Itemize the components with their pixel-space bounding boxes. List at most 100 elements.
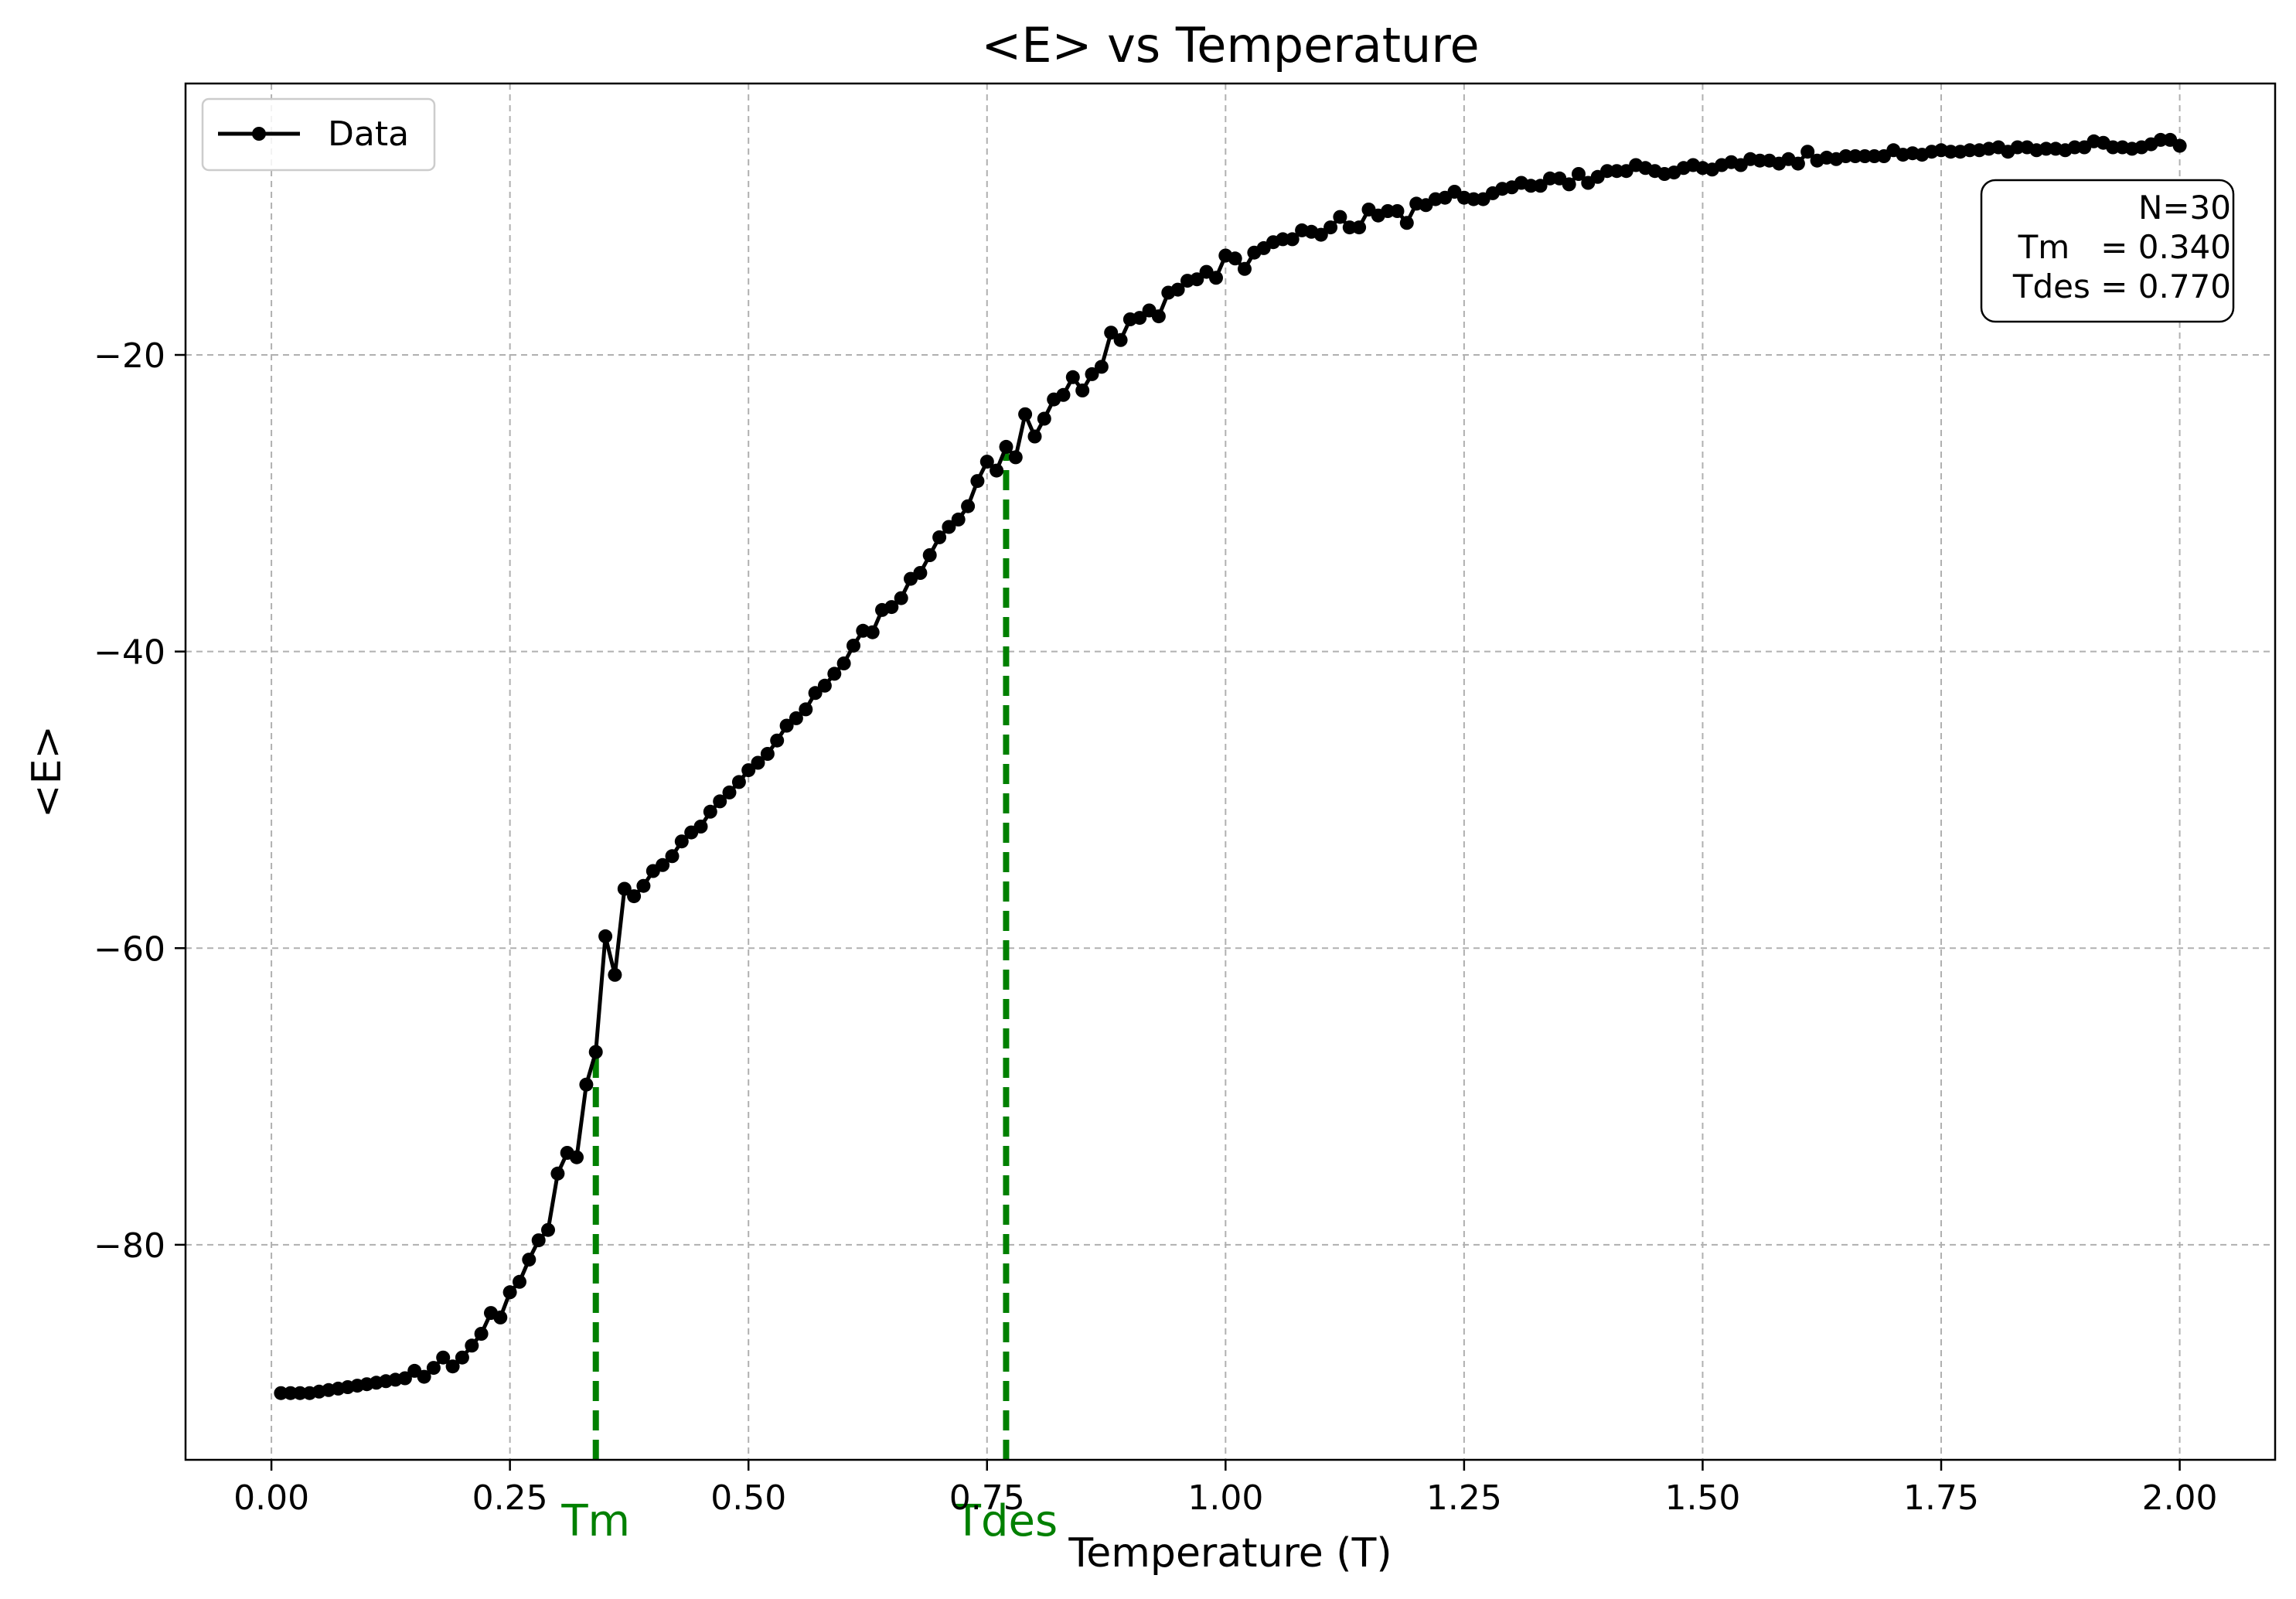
data-point [274,1386,288,1400]
data-point [1065,370,1080,384]
data-point [1190,272,1204,287]
data-point [799,702,813,717]
data-point [1276,232,1290,247]
data-point [1352,220,1367,235]
data-point [979,455,994,469]
data-point [951,512,966,527]
data-point [1342,220,1357,235]
data-point [474,1327,489,1341]
data-point [999,439,1013,454]
y-tick-label: −20 [94,336,165,376]
x-tick-label: 1.00 [1187,1478,1263,1518]
data-point [1113,332,1128,347]
data-point [789,711,803,725]
data-point [1104,326,1119,340]
data-point [1228,251,1242,266]
data-point [1056,387,1071,402]
legend-box [201,97,436,172]
x-axis-label: Temperature (T) [1068,1530,1392,1577]
y-tick-label: −80 [94,1226,165,1266]
data-point [1390,204,1405,218]
data-point [1333,210,1347,224]
data-point [455,1350,469,1365]
data-point [445,1359,460,1374]
data-point [436,1350,451,1365]
data-point [1133,311,1147,326]
data-point [1562,177,1576,192]
data-point [1381,204,1395,218]
data-point [1037,411,1051,426]
data-point [1533,179,1548,193]
data-point [970,474,985,489]
data-point [1075,384,1090,397]
data-point [617,881,632,896]
ticks: 0.00 0.25 0.50 0.75 1.00 1.25 1.50 1.75 2.00 −80 −… [94,336,2217,1518]
info-line-n: N=30 [2138,189,2231,227]
data-point [1209,271,1223,285]
data-point [779,718,794,733]
data-point [1610,164,1624,179]
vline-label-tm: Tm [560,1496,630,1546]
x-tick-label: 2.00 [2142,1478,2218,1518]
data-point [570,1150,584,1164]
data-point [808,686,823,701]
data-point [1399,216,1414,230]
data-point [627,889,642,904]
data-point [2153,132,2168,147]
data-point [513,1274,526,1289]
data-point [865,625,880,639]
vertical-markers: Tm Tdes [560,446,1058,1546]
x-tick-label: 1.50 [1664,1478,1740,1518]
data-point [656,857,670,872]
data-point [1085,367,1099,381]
data-point [531,1233,546,1248]
data-point [770,733,785,748]
legend-entry-data: Data [328,114,409,154]
data-point [1018,407,1033,421]
data-point [522,1253,537,1267]
data-point [588,1045,603,1059]
data-point [942,520,956,534]
data-point [913,566,928,580]
data-point [990,463,1004,478]
data-point [417,1369,431,1384]
data-point [731,775,746,789]
data-point [894,591,908,605]
data-point [550,1166,565,1181]
data-point [1094,360,1109,374]
data-point [397,1371,412,1386]
data-point [722,785,737,800]
data-point [1963,143,1977,158]
data-point [922,548,937,562]
legend: Data [201,97,436,172]
data-point [1858,149,1872,163]
data-point [674,834,689,849]
data-point [817,678,832,693]
data-point [608,967,622,982]
info-box: N=30 Tm = 0.340 Tdes = 0.770 [1980,179,2235,323]
data-point [465,1338,479,1353]
x-tick-label: 0.00 [233,1478,309,1518]
data-point [1753,153,1767,168]
data-point [1838,149,1853,163]
data-point [598,929,613,943]
data-point [2039,141,2053,156]
x-tick-label: 0.75 [949,1478,1025,1518]
data-point [636,878,651,893]
x-tick-label: 1.75 [1903,1478,1979,1518]
data-point [1285,232,1300,247]
plot-frame [184,82,2277,1461]
data-point [2172,138,2187,153]
data-point [541,1222,555,1237]
y-axis-label: <E> [24,725,70,818]
data-point [932,530,947,544]
data-point [713,794,727,809]
data-point [760,747,775,761]
data-point [751,755,765,770]
data-point [703,804,717,819]
data-point [1467,192,1481,206]
y-tick-label: −60 [94,929,165,969]
data-point [293,1386,308,1400]
data-point [502,1285,517,1300]
